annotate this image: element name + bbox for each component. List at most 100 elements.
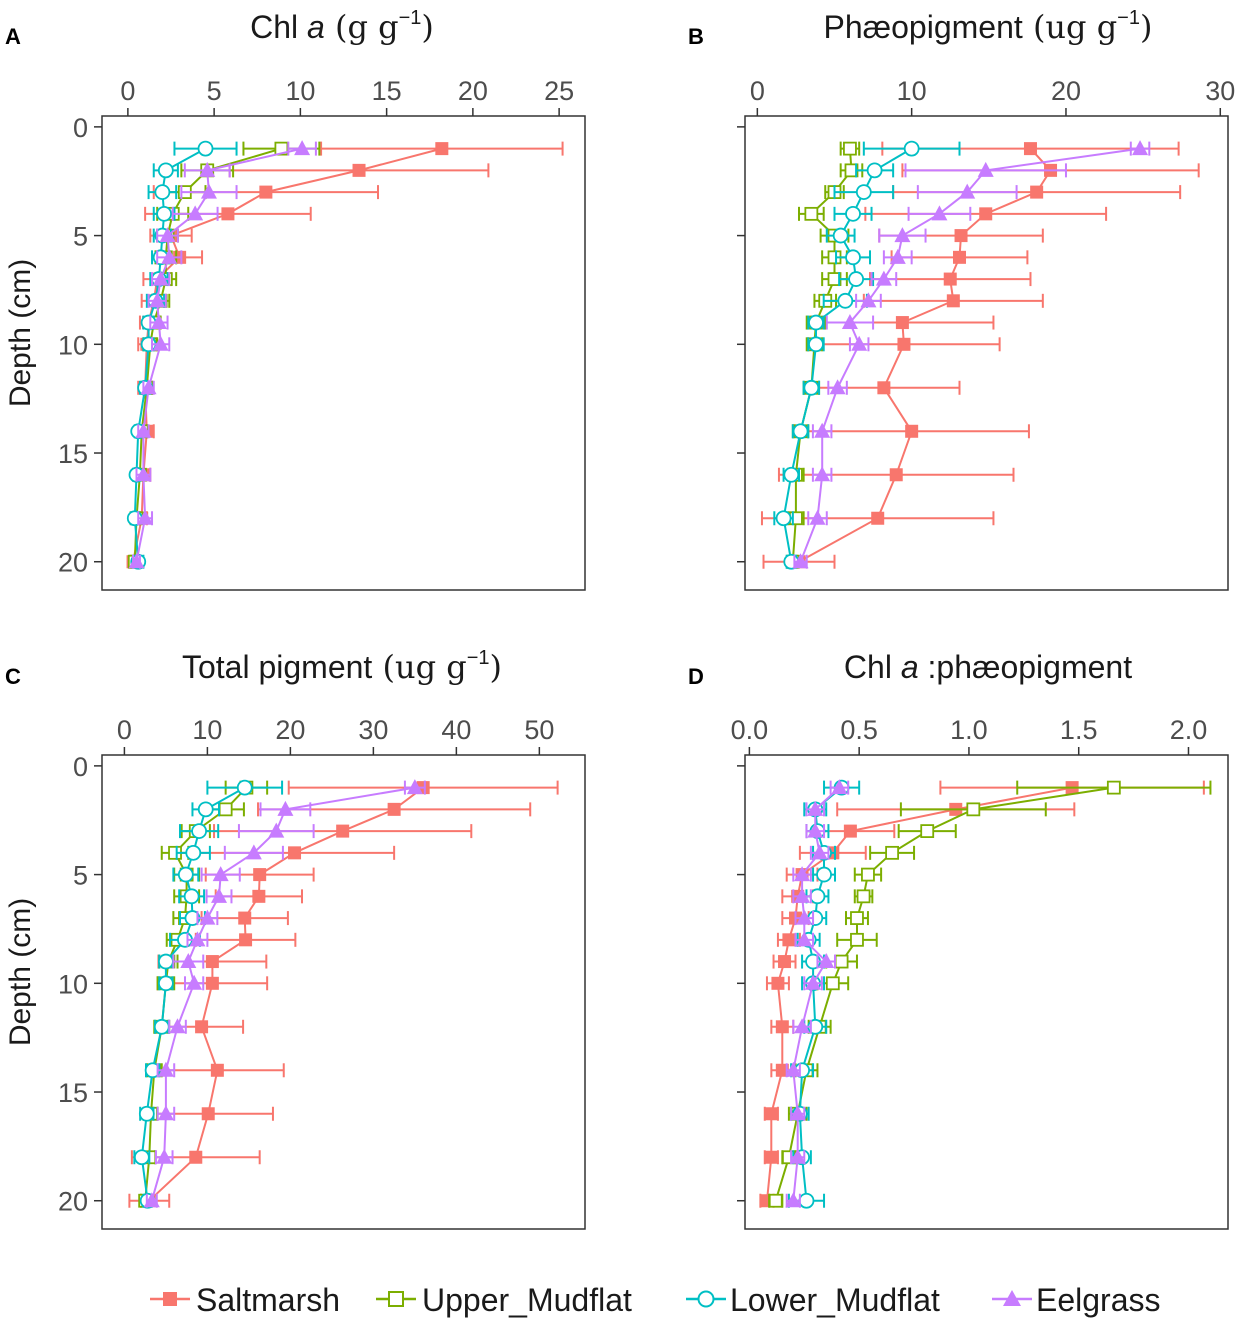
data-point xyxy=(885,845,899,860)
data-point xyxy=(952,250,966,264)
data-point xyxy=(199,909,216,925)
data-point xyxy=(161,248,178,264)
data-point xyxy=(866,162,883,179)
x-tick-label: 10 xyxy=(285,76,315,106)
data-point xyxy=(966,802,981,817)
data-point xyxy=(796,909,813,925)
data-point xyxy=(245,844,262,860)
data-point xyxy=(187,205,204,221)
data-point xyxy=(156,205,173,222)
data-point xyxy=(294,140,311,156)
data-point xyxy=(157,1105,174,1121)
y-tick-label: 10 xyxy=(58,330,88,360)
data-point xyxy=(199,161,216,177)
data-point xyxy=(834,954,849,969)
data-point xyxy=(843,824,857,838)
data-point xyxy=(197,801,214,818)
data-point xyxy=(897,337,911,351)
data-point xyxy=(1030,185,1044,199)
data-point xyxy=(135,422,152,438)
data-point xyxy=(851,335,868,351)
data-point xyxy=(825,976,840,991)
data-point xyxy=(252,889,266,903)
data-point xyxy=(180,953,197,969)
x-tick-label: 0 xyxy=(750,76,765,106)
data-point xyxy=(785,1061,802,1077)
x-tick-label: 1.5 xyxy=(1060,715,1098,745)
data-point xyxy=(152,270,169,286)
legend-item-upper-mudflat: Upper_Mudflat xyxy=(376,1282,632,1318)
legend-marker-eelgrass xyxy=(1003,1290,1021,1306)
data-point xyxy=(889,248,906,264)
data-point xyxy=(1106,780,1121,795)
data-point xyxy=(785,1192,802,1208)
series-eelgrass xyxy=(143,779,426,1208)
series-eelgrass xyxy=(785,779,850,1208)
data-point xyxy=(775,1063,789,1077)
series-saltmarsh xyxy=(760,141,1200,569)
legend-marker-saltmarsh xyxy=(163,1292,177,1306)
legend-label-eelgrass: Eelgrass xyxy=(1036,1282,1161,1318)
data-point xyxy=(195,1020,209,1034)
data-point xyxy=(775,510,792,527)
legend-item-saltmarsh: Saltmarsh xyxy=(150,1282,340,1318)
x-tick-label: 10 xyxy=(192,715,222,745)
data-point xyxy=(211,887,228,903)
data-point xyxy=(1023,142,1037,156)
y-tick-label: 0 xyxy=(73,752,88,782)
data-point xyxy=(197,140,214,157)
data-point xyxy=(159,227,176,243)
data-point xyxy=(157,1061,174,1077)
panel-c: C Total pigment (ug g−1) 0 10 20 30 40 50 0 5 10 15… xyxy=(4,647,586,1230)
data-point xyxy=(238,911,252,925)
data-point xyxy=(133,1149,150,1166)
panel-letter-a: A xyxy=(5,24,21,49)
data-point xyxy=(157,162,174,179)
data-point xyxy=(816,866,832,883)
data-point xyxy=(259,185,273,199)
y-tick-label: 0 xyxy=(73,113,88,143)
data-point xyxy=(845,249,861,266)
data-point xyxy=(212,866,229,882)
plot-frame-a xyxy=(101,115,586,591)
data-point xyxy=(841,314,858,330)
data-point xyxy=(804,206,819,221)
legend-marker-lower-mudflat xyxy=(697,1290,715,1308)
y-tick-label: 5 xyxy=(73,861,88,891)
data-point xyxy=(954,229,968,243)
series-eelgrass xyxy=(792,140,1151,569)
data-point xyxy=(191,823,207,840)
data-point xyxy=(814,466,831,482)
plot-frame-d xyxy=(744,754,1229,1230)
data-point xyxy=(811,844,828,860)
data-point xyxy=(803,379,820,396)
data-point xyxy=(818,953,835,969)
data-point xyxy=(814,422,831,438)
x-tick-label: 25 xyxy=(544,76,574,106)
data-point xyxy=(782,933,796,947)
data-point xyxy=(186,974,203,990)
x-tick-label: 0 xyxy=(120,76,135,106)
panels-layer: A Chl a (g g−1) 0 5 10 15 20 25 0 5 10 15 20 Depth (c… xyxy=(4,7,1235,1230)
y-tick-label: 15 xyxy=(58,1078,88,1108)
data-point xyxy=(861,867,875,882)
data-point xyxy=(979,207,993,221)
data-point xyxy=(149,292,166,308)
data-point xyxy=(185,844,202,861)
data-point xyxy=(183,888,200,905)
x-tick-label: 30 xyxy=(1205,76,1235,106)
y-tick-label: 20 xyxy=(58,1187,88,1217)
data-point xyxy=(205,976,219,990)
x-tick-label: 30 xyxy=(358,715,388,745)
data-point xyxy=(218,802,233,817)
data-point xyxy=(875,270,892,286)
data-point xyxy=(808,314,824,331)
panel-a: A Chl a (g g−1) 0 5 10 15 20 25 0 5 10 15 20 Depth (c… xyxy=(4,7,586,591)
data-point xyxy=(877,381,891,395)
data-point xyxy=(201,1107,215,1121)
x-tick-label: 10 xyxy=(897,76,927,106)
data-point xyxy=(789,1105,806,1121)
x-tick-label: 20 xyxy=(275,715,305,745)
data-point xyxy=(792,553,809,569)
data-point xyxy=(789,1148,806,1164)
